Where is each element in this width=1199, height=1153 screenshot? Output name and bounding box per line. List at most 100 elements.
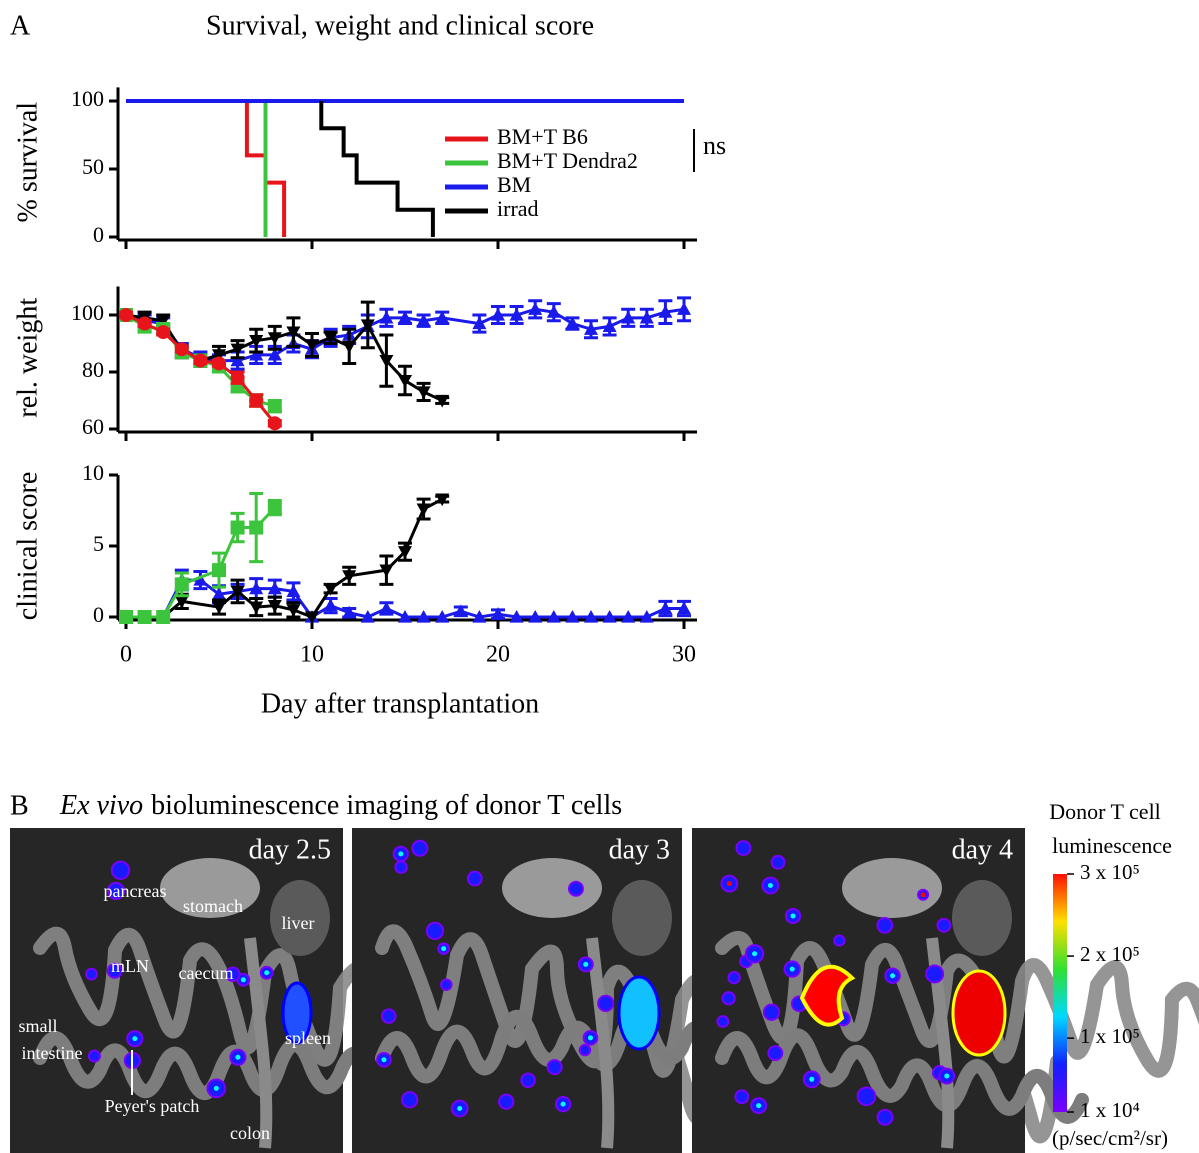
- colorbar-title: luminescence: [1052, 833, 1172, 858]
- marker: [435, 394, 450, 408]
- marker: [174, 577, 189, 592]
- signal-spot: [762, 1003, 781, 1021]
- signal-core: [767, 883, 773, 889]
- intestine: [375, 1007, 749, 1084]
- panel-label: B: [10, 790, 29, 821]
- marker: [435, 493, 450, 507]
- marker: [193, 573, 208, 586]
- signal-core: [240, 977, 246, 983]
- marker: [267, 347, 282, 361]
- marker: [677, 302, 691, 315]
- spleen: [617, 975, 661, 1051]
- signal-spot: [394, 860, 408, 874]
- signal-core: [457, 1105, 463, 1111]
- y-tick-label: 5: [93, 531, 104, 556]
- marker: [509, 308, 524, 321]
- liver: [612, 880, 672, 956]
- marker: [323, 332, 338, 345]
- y-tick-label: 100: [71, 300, 104, 325]
- signal-spot: [225, 966, 241, 982]
- marker: [677, 601, 691, 615]
- signal-core: [789, 966, 795, 972]
- marker: [212, 563, 226, 578]
- image-label: day 4: [952, 834, 1013, 865]
- marker: [267, 399, 282, 414]
- signal-spot: [856, 1086, 877, 1107]
- signal-spot: [767, 1045, 784, 1062]
- marker: [416, 503, 431, 517]
- series-line: [125, 313, 443, 402]
- signal-spot: [578, 1043, 592, 1057]
- signal-core: [381, 1057, 387, 1063]
- marker: [398, 310, 412, 324]
- signal-spot: [546, 1059, 563, 1076]
- signal-spot: [876, 1108, 894, 1126]
- marker: [249, 601, 264, 615]
- marker: [267, 581, 282, 595]
- x-tick-label: 20: [486, 642, 510, 668]
- signal-spot: [498, 1093, 515, 1110]
- y-tick-label: 10: [82, 460, 104, 485]
- y-tick-label: 100: [71, 86, 104, 111]
- panel-title-italic: Ex vivo: [59, 790, 143, 821]
- signal-core: [790, 913, 796, 919]
- marker: [267, 600, 282, 613]
- signal-spot: [87, 1049, 101, 1063]
- signal-spot: [85, 967, 98, 981]
- y-axis-title: clinical score: [12, 472, 43, 620]
- organ-label: pancreas: [104, 881, 167, 901]
- x-tick-label: 0: [120, 642, 132, 668]
- marker: [546, 305, 561, 318]
- marker: [249, 581, 264, 595]
- marker: [435, 610, 450, 623]
- legend-label: BM: [497, 172, 531, 197]
- organ-label: Peyer's patch: [105, 1096, 200, 1116]
- spleen: [281, 981, 313, 1045]
- x-tick-label: 10: [300, 642, 324, 668]
- image-label: day 2.5: [249, 834, 331, 865]
- signal-spot: [425, 921, 445, 941]
- signal-spot: [925, 964, 945, 984]
- y-tick-label: 0: [93, 602, 104, 627]
- signal-core: [264, 970, 270, 976]
- signal-core: [560, 1101, 566, 1107]
- signal-spot: [735, 840, 752, 856]
- image-panels: day 2.5 day 3 day 4 pancreas stomach liver mLN…: [10, 828, 1199, 1153]
- marker: [137, 316, 152, 331]
- marker: [286, 584, 301, 598]
- marker: [398, 610, 412, 623]
- marker: [305, 611, 319, 624]
- signal-core: [213, 1085, 219, 1091]
- signal-core: [583, 961, 589, 967]
- legend-label: BM+T B6: [497, 124, 588, 149]
- marker: [156, 325, 171, 340]
- marker: [528, 302, 543, 315]
- signal-spot: [567, 880, 584, 897]
- survival-line: [126, 99, 287, 237]
- colorbar-tick-label: 1 x 10⁴: [1080, 1098, 1140, 1122]
- signal-core: [587, 1035, 593, 1041]
- panel-title: Ex vivo bioluminescence imaging of donor …: [59, 790, 622, 821]
- marker: [602, 610, 617, 623]
- signal-spot: [727, 970, 741, 985]
- signal-core: [752, 951, 758, 957]
- legend-label: irrad: [497, 196, 539, 221]
- marker: [509, 610, 524, 623]
- image-label: day 3: [609, 834, 670, 865]
- signal-core: [726, 881, 732, 887]
- organ-label: intestine: [22, 1043, 83, 1063]
- organ-label: stomach: [183, 896, 243, 916]
- marker: [323, 583, 338, 596]
- marker: [156, 315, 171, 328]
- signal-spot: [721, 991, 736, 1006]
- marker: [360, 319, 375, 332]
- organ-label: small: [19, 1016, 58, 1036]
- signal-spot: [440, 978, 453, 991]
- marker: [249, 335, 264, 348]
- marker: [602, 319, 617, 332]
- marker: [286, 604, 301, 617]
- stomach: [502, 858, 602, 918]
- marker: [379, 601, 394, 615]
- marker: [621, 310, 636, 324]
- organ-label: caecum: [179, 963, 234, 983]
